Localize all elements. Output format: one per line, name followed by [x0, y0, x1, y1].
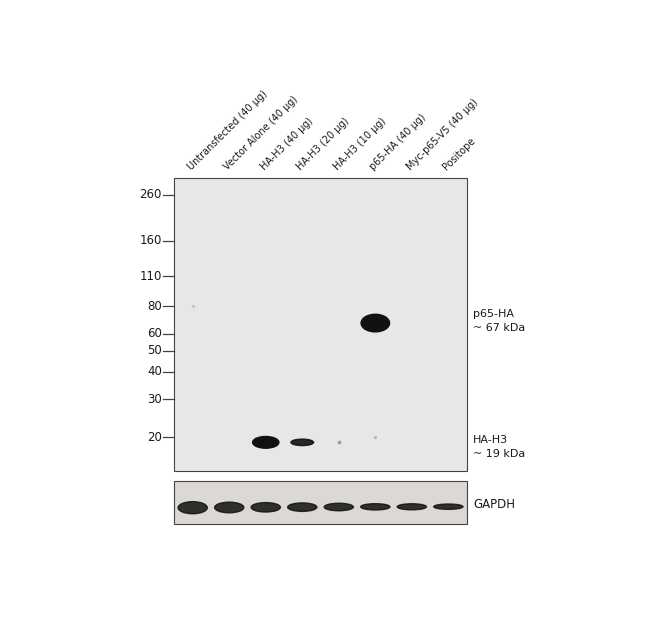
Ellipse shape: [214, 502, 244, 513]
Text: 30: 30: [147, 392, 162, 406]
Text: HA-H3 (10 µg): HA-H3 (10 µg): [332, 117, 388, 172]
Text: Vector Alone (40 µg): Vector Alone (40 µg): [222, 95, 300, 172]
Ellipse shape: [324, 503, 354, 511]
Bar: [174, 481, 467, 524]
Text: 60: 60: [147, 327, 162, 340]
Text: Untransfected (40 µg): Untransfected (40 µg): [186, 89, 269, 172]
Text: Myc-p65-V5 (40 µg): Myc-p65-V5 (40 µg): [405, 97, 480, 172]
Text: p65-HA
~ 67 kDa: p65-HA ~ 67 kDa: [473, 309, 525, 333]
Text: 110: 110: [140, 270, 162, 283]
Ellipse shape: [434, 504, 463, 509]
Ellipse shape: [361, 314, 389, 332]
Text: 40: 40: [147, 366, 162, 378]
Ellipse shape: [397, 504, 426, 510]
Text: Positope: Positope: [441, 136, 478, 172]
Ellipse shape: [288, 503, 317, 512]
Ellipse shape: [253, 436, 279, 448]
Text: p65-HA (40 µg): p65-HA (40 µg): [369, 112, 428, 172]
Text: HA-H3 (40 µg): HA-H3 (40 µg): [259, 117, 315, 172]
Text: HA-H3 (20 µg): HA-H3 (20 µg): [295, 116, 352, 172]
Ellipse shape: [291, 439, 313, 446]
Text: 50: 50: [147, 344, 162, 358]
Text: GAPDH: GAPDH: [473, 498, 515, 511]
Ellipse shape: [251, 502, 280, 512]
Text: 20: 20: [147, 431, 162, 444]
Text: 160: 160: [140, 234, 162, 247]
Text: 80: 80: [147, 300, 162, 313]
Text: 260: 260: [140, 188, 162, 202]
Ellipse shape: [361, 504, 390, 510]
Text: HA-H3
~ 19 kDa: HA-H3 ~ 19 kDa: [473, 435, 525, 459]
Bar: [174, 178, 467, 471]
Ellipse shape: [178, 502, 207, 514]
